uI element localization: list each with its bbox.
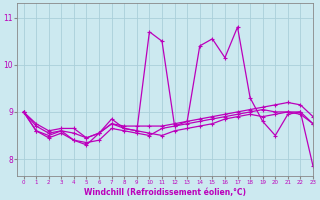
- X-axis label: Windchill (Refroidissement éolien,°C): Windchill (Refroidissement éolien,°C): [84, 188, 246, 197]
